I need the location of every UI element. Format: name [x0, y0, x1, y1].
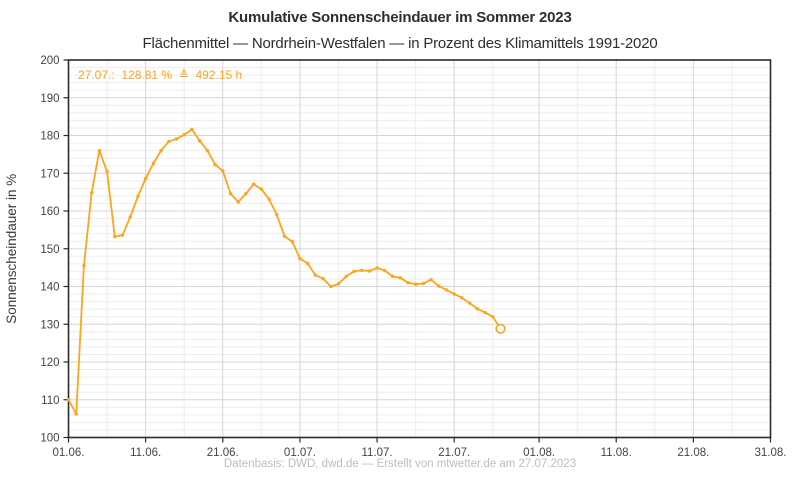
data-point-marker — [82, 264, 86, 268]
data-point-marker — [282, 234, 287, 238]
x-tick-label: 11.07. — [362, 447, 393, 459]
data-point-marker — [228, 191, 233, 196]
y-tick-label: 190 — [40, 93, 59, 105]
data-point-marker — [421, 281, 426, 286]
y-tick-label: 160 — [40, 206, 59, 218]
data-point-marker — [190, 127, 194, 132]
data-point-marker — [74, 412, 78, 416]
x-tick-label: 21.07. — [438, 447, 470, 459]
y-tick-label: 120 — [40, 357, 59, 369]
data-point-marker — [159, 148, 163, 153]
plot-border — [67, 59, 772, 439]
data-point-marker — [267, 197, 271, 201]
chart-subtitle: Flächenmittel — Nordrhein-Westfalen — in… — [142, 35, 658, 52]
data-point-marker — [244, 191, 248, 196]
data-point-marker — [359, 268, 364, 272]
data-point-marker — [452, 292, 456, 296]
y-axis-title: Sonnenscheindauer in % — [4, 174, 19, 324]
data-point-marker — [367, 269, 372, 273]
data-point-marker — [321, 276, 325, 281]
data-point-marker — [491, 315, 495, 319]
data-point-marker — [182, 133, 186, 137]
data-point-marker — [336, 282, 341, 286]
chart-title: Kumulative Sonnenscheindauer im Sommer 2… — [228, 9, 572, 26]
data-point-marker — [89, 191, 94, 195]
y-tick-label: 150 — [40, 244, 59, 256]
data-point-marker — [205, 148, 210, 153]
x-tick-label: 01.08. — [523, 447, 555, 459]
data-point-marker — [105, 170, 109, 174]
data-point-marker — [221, 169, 225, 173]
x-tick-label: 11.06. — [130, 447, 161, 459]
data-point-marker — [151, 161, 156, 166]
data-point-marker — [259, 187, 264, 191]
data-point-marker — [352, 269, 356, 274]
data-point-marker — [213, 162, 217, 167]
data-point-marker — [236, 200, 240, 204]
data-point-marker — [460, 296, 464, 300]
data-point-marker — [197, 139, 202, 143]
data-point-marker — [429, 278, 433, 282]
data-point-marker — [467, 301, 472, 305]
current-day-open-marker — [495, 323, 506, 334]
data-point-marker — [97, 148, 102, 153]
data-point-marker — [128, 215, 132, 219]
x-tick-label: 31.08. — [755, 447, 787, 459]
data-point-marker — [375, 266, 379, 270]
data-point-marker — [390, 274, 395, 279]
data-point-marker — [143, 176, 148, 181]
data-point-marker — [437, 284, 441, 288]
data-point-marker — [136, 194, 140, 198]
y-tick-label: 140 — [40, 282, 59, 294]
data-point-marker — [475, 307, 480, 311]
data-point-marker — [483, 310, 487, 315]
y-tick-label: 110 — [41, 395, 59, 407]
data-source-footer: Datenbasis: DWD, dwd.de — Erstellt von m… — [223, 458, 577, 470]
x-tick-label: 11.08. — [601, 447, 632, 459]
y-tick-label: 170 — [40, 168, 59, 180]
x-tick-label: 21.06. — [207, 447, 239, 459]
data-point-marker — [444, 288, 449, 292]
x-tick-label: 01.06. — [53, 447, 85, 459]
data-point-marker — [413, 282, 418, 286]
y-tick-label: 100 — [40, 433, 59, 445]
x-tick-label: 01.07. — [284, 447, 316, 459]
data-point-marker — [290, 239, 294, 244]
data-point-marker — [383, 268, 387, 273]
data-point-marker — [406, 281, 410, 285]
data-point-marker — [344, 274, 348, 279]
y-tick-label: 200 — [40, 55, 59, 67]
data-point-marker — [398, 276, 402, 280]
data-point-marker — [305, 261, 310, 266]
x-tick-label: 21.08. — [677, 447, 709, 459]
data-point-marker — [329, 284, 333, 289]
data-point-marker — [167, 139, 171, 144]
data-point-marker — [275, 213, 279, 217]
data-point-marker — [66, 398, 71, 402]
data-point-marker — [174, 137, 179, 141]
data-point-marker — [298, 256, 302, 261]
data-point-marker — [120, 233, 125, 237]
data-point-marker — [251, 182, 256, 186]
data-point-marker — [313, 273, 318, 277]
current-value-annotation: 27.07.: 128.81 % ≙ 492.15 h — [78, 68, 243, 82]
y-tick-label: 130 — [40, 319, 59, 331]
y-tick-label: 180 — [40, 131, 59, 143]
data-point-marker — [113, 234, 117, 239]
